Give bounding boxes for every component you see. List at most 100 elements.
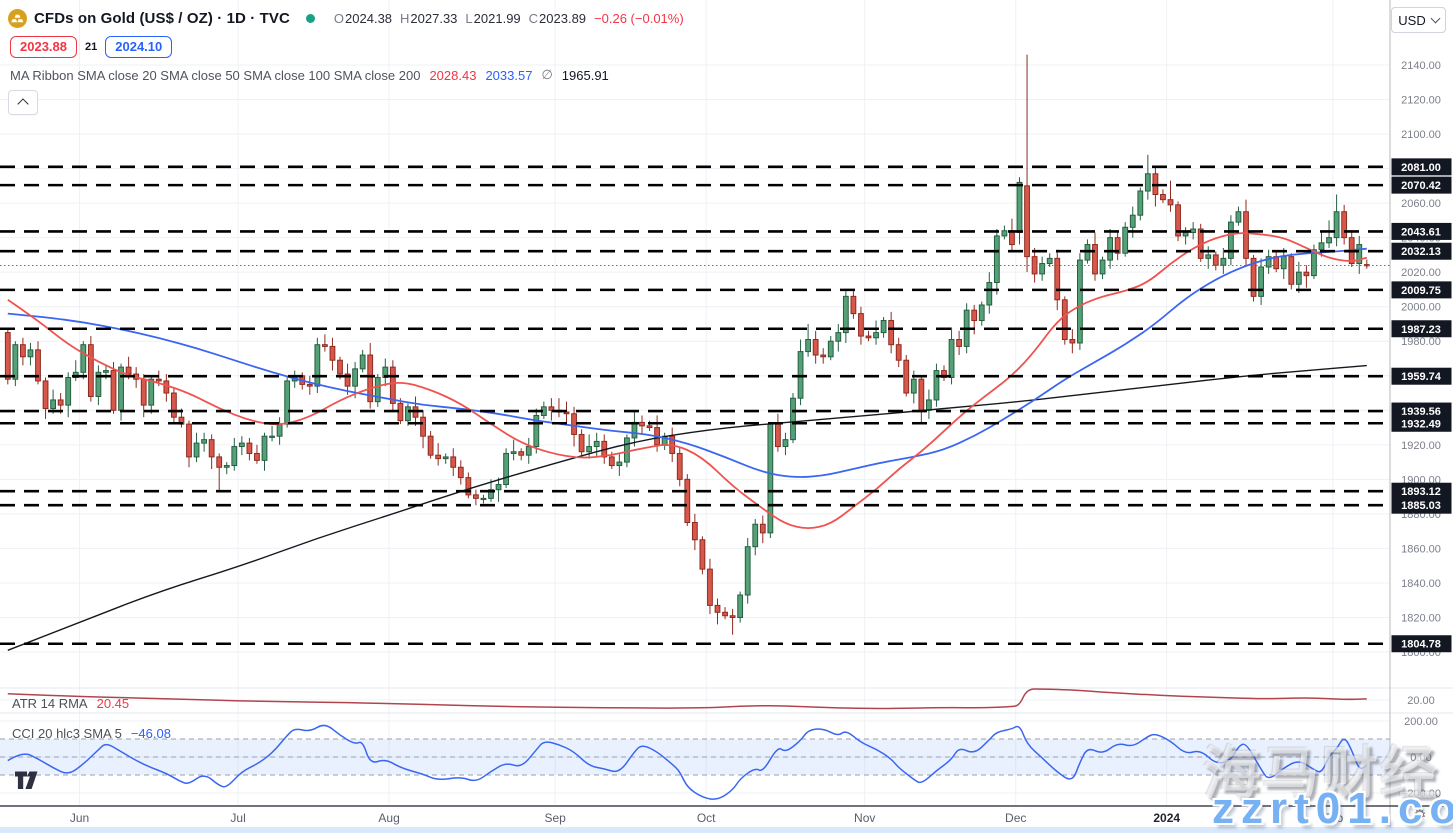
- candle-body: [1356, 244, 1363, 265]
- candle-body: [405, 406, 411, 422]
- time-axis[interactable]: Jun Jul Aug Sep Oct Nov Dec 2024 Feb: [0, 805, 1453, 825]
- svg-text:1932.49: 1932.49: [1401, 418, 1441, 430]
- sma50-line: [7, 247, 1367, 478]
- candle-body: [1099, 259, 1106, 275]
- candle-body: [1016, 181, 1023, 233]
- candle-body: [87, 344, 94, 397]
- svg-text:2081.00: 2081.00: [1401, 162, 1441, 174]
- candle-body: [344, 373, 351, 387]
- candle-body: [1039, 263, 1046, 275]
- price-axis[interactable]: 2140.002120.002100.002080.002060.002040.…: [1389, 0, 1452, 833]
- candle-body: [435, 454, 442, 460]
- time-axis-label: Sep: [544, 811, 566, 825]
- candle-body: [306, 383, 313, 387]
- cci-pane-legend[interactable]: CCI 20 hlc3 SMA 5 −46.08: [12, 726, 171, 741]
- svg-text:1959.74: 1959.74: [1401, 371, 1442, 383]
- time-axis-label: Aug: [378, 811, 399, 825]
- candle-body: [246, 442, 253, 454]
- symbol-title: CFDs on Gold (US$ / OZ) · 1D · TVC: [34, 9, 290, 27]
- candle-body: [80, 344, 87, 373]
- candle-body: [714, 604, 721, 613]
- chevron-up-icon: [17, 98, 29, 110]
- atr-pane-legend[interactable]: ATR 14 RMA 20.45: [12, 696, 129, 711]
- candle-body: [616, 461, 623, 467]
- time-axis-label: Jun: [70, 811, 89, 825]
- candle-body: [193, 442, 200, 458]
- candle-body: [450, 456, 457, 468]
- candle-body: [767, 423, 774, 534]
- level-price-label: [1391, 635, 1452, 653]
- candle-body: [420, 416, 426, 437]
- sma200-value: 1965.91: [561, 67, 609, 83]
- level-price-label: [1391, 414, 1452, 432]
- candle-body: [208, 439, 215, 458]
- candle-body: [775, 423, 781, 448]
- cci-line: [7, 724, 1368, 800]
- candle-body: [1250, 257, 1257, 297]
- collapse-legend-button[interactable]: [8, 90, 38, 115]
- candle-body: [1243, 211, 1249, 259]
- sell-bid-button[interactable]: 2023.88: [10, 36, 77, 58]
- high-value: 2027.33: [410, 10, 458, 26]
- candle-body: [276, 423, 283, 437]
- currency-dropdown[interactable]: USD: [1391, 7, 1446, 33]
- candle-body: [842, 295, 849, 334]
- candle-body: [888, 320, 895, 346]
- candle-body: [593, 440, 600, 448]
- candle-body: [42, 380, 49, 410]
- candle-body: [57, 399, 64, 406]
- candle-body: [676, 452, 683, 480]
- candle-body: [1341, 211, 1348, 239]
- level-price-label: [1391, 367, 1452, 385]
- ma-ribbon-row[interactable]: MA Ribbon SMA close 20 SMA close 50 SMA …: [10, 67, 684, 83]
- svg-text:2140.00: 2140.00: [1401, 60, 1441, 72]
- candle-body: [1333, 211, 1340, 239]
- svg-text:2009.75: 2009.75: [1401, 285, 1441, 297]
- chart-legend: CFDs on Gold (US$ / OZ) · 1D · TVC O2024…: [8, 7, 684, 115]
- svg-text:1820.00: 1820.00: [1401, 612, 1441, 624]
- candle-body: [125, 366, 132, 375]
- candle-body: [1288, 256, 1295, 285]
- candle-body: [495, 484, 502, 491]
- candle-body: [254, 452, 260, 461]
- atr-layer: [7, 688, 1367, 710]
- candle-body: [110, 370, 117, 411]
- candle-body: [35, 349, 41, 382]
- candle-body: [608, 456, 615, 467]
- candle-body: [1182, 231, 1189, 237]
- buy-ask-button[interactable]: 2024.10: [105, 36, 173, 58]
- svg-text:1804.78: 1804.78: [1401, 639, 1441, 651]
- cci-value: −46.08: [130, 726, 171, 741]
- candle-body: [171, 392, 177, 418]
- level-price-label: [1391, 320, 1452, 338]
- candle-body: [238, 442, 245, 448]
- candle-body: [20, 344, 26, 358]
- cci-band: [0, 738, 1390, 776]
- candle-body: [684, 478, 691, 524]
- candle-body: [374, 376, 381, 403]
- candle-body: [163, 380, 170, 394]
- symbol-row[interactable]: CFDs on Gold (US$ / OZ) · 1D · TVC O2024…: [8, 7, 684, 29]
- candle-body: [827, 340, 834, 358]
- svg-text:−200.00: −200.00: [1401, 788, 1441, 800]
- candle-body: [835, 332, 842, 342]
- svg-text:2020.00: 2020.00: [1401, 267, 1441, 279]
- svg-text:2000.00: 2000.00: [1401, 302, 1441, 314]
- candle-body: [752, 523, 759, 548]
- candle-body: [993, 235, 1000, 284]
- candle-body: [1137, 190, 1144, 216]
- level-price-label: [1391, 176, 1452, 194]
- candle-body: [389, 366, 396, 404]
- candle-body: [1107, 237, 1113, 261]
- candle-body: [744, 546, 751, 596]
- market-status-icon: [305, 13, 315, 23]
- candle-body: [216, 456, 223, 468]
- ma-ribbon-label: MA Ribbon SMA close 20 SMA close 50 SMA …: [10, 67, 421, 83]
- candle-body: [1311, 249, 1317, 277]
- time-axis-label: Feb: [1322, 811, 1343, 825]
- candle-body: [65, 376, 72, 406]
- candle-body: [1205, 254, 1212, 259]
- timezone-settings-gear-icon[interactable]: ⚙: [1413, 807, 1427, 824]
- candle-body: [722, 611, 728, 617]
